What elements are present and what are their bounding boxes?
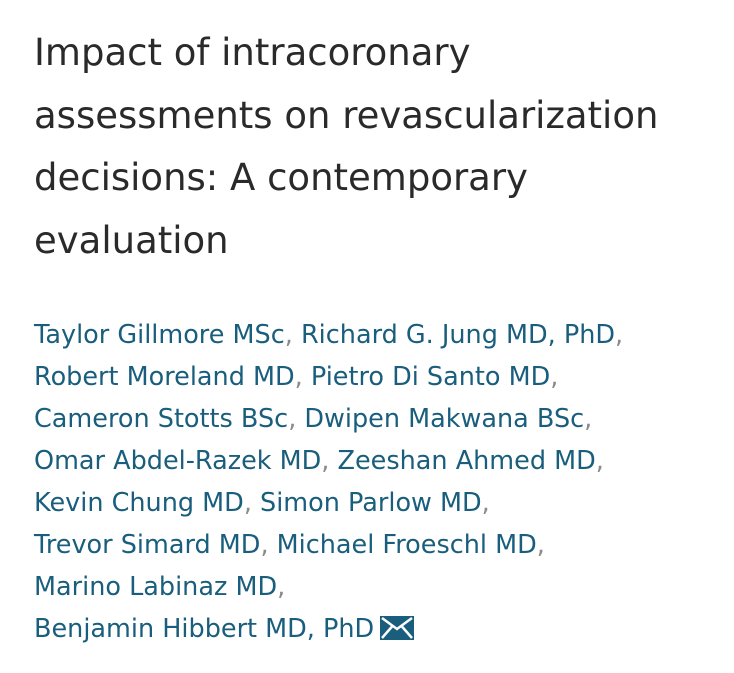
author-separator: , (481, 488, 490, 518)
author-link[interactable]: Dwipen Makwana BSc (304, 404, 585, 434)
author-link[interactable]: Marino Labinaz MD (34, 572, 278, 602)
author-link[interactable]: Michael Froeschl MD (276, 530, 537, 560)
author-line: Marino Labinaz MD, (34, 566, 714, 608)
author-link[interactable]: Richard G. Jung MD, PhD (300, 320, 616, 350)
author-separator: , (260, 530, 269, 560)
author-link[interactable]: Benjamin Hibbert MD, PhD (34, 614, 375, 644)
author-separator: , (584, 404, 593, 434)
author-link[interactable]: Trevor Simard MD (34, 530, 261, 560)
author-separator: , (284, 320, 293, 350)
author-link[interactable]: Robert Moreland MD (34, 362, 295, 392)
author-separator: , (243, 488, 252, 518)
author-separator: , (288, 404, 297, 434)
author-line: Benjamin Hibbert MD, PhD (34, 608, 714, 653)
author-separator: , (536, 530, 545, 560)
envelope-icon[interactable] (380, 611, 415, 653)
author-line: Taylor Gillmore MSc, Richard G. Jung MD,… (34, 314, 714, 356)
author-line: Robert Moreland MD, Pietro Di Santo MD, (34, 356, 714, 398)
author-line: Kevin Chung MD, Simon Parlow MD, (34, 482, 714, 524)
author-link[interactable]: Omar Abdel-Razek MD (34, 446, 322, 476)
author-separator: , (550, 362, 559, 392)
author-separator: , (615, 320, 624, 350)
author-link[interactable]: Cameron Stotts BSc (34, 404, 289, 434)
author-link[interactable]: Simon Parlow MD (260, 488, 482, 518)
author-link[interactable]: Kevin Chung MD (34, 488, 244, 518)
author-separator: , (294, 362, 303, 392)
author-line: Omar Abdel-Razek MD, Zeeshan Ahmed MD, (34, 440, 714, 482)
author-separator: , (595, 446, 604, 476)
author-link[interactable]: Pietro Di Santo MD (310, 362, 551, 392)
author-link[interactable]: Zeeshan Ahmed MD (337, 446, 596, 476)
author-separator: , (321, 446, 330, 476)
author-link[interactable]: Taylor Gillmore MSc (34, 320, 285, 350)
author-list: Taylor Gillmore MSc, Richard G. Jung MD,… (34, 314, 714, 653)
author-separator: , (277, 572, 286, 602)
article-header: Impact of intracoronary assessments on r… (34, 22, 714, 272)
author-line: Cameron Stotts BSc, Dwipen Makwana BSc, (34, 398, 714, 440)
author-line: Trevor Simard MD, Michael Froeschl MD, (34, 524, 714, 566)
article-title: Impact of intracoronary assessments on r… (34, 31, 659, 262)
